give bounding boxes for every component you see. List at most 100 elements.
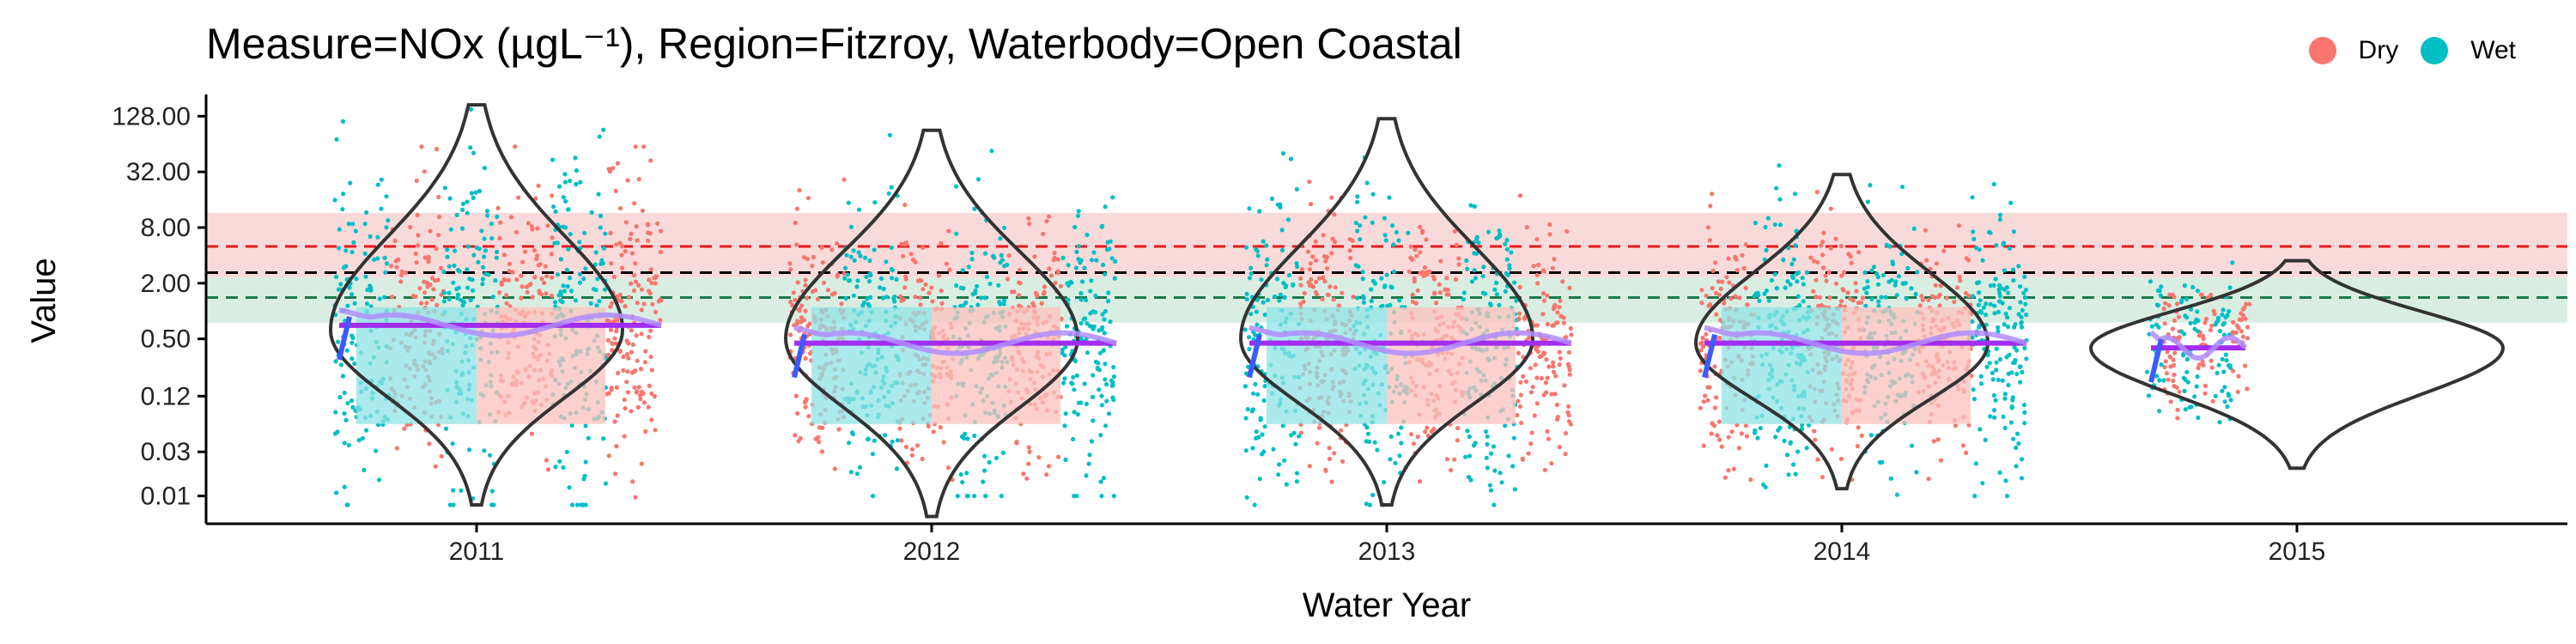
data-point (1524, 225, 1529, 230)
data-point (1026, 461, 1031, 466)
data-point (1557, 305, 1562, 310)
data-point (1893, 283, 1898, 288)
data-point (488, 453, 493, 458)
data-point (1786, 472, 1791, 477)
y-tick-label: 2.00 (141, 270, 191, 298)
data-point (623, 406, 628, 411)
data-point (2019, 319, 2024, 325)
data-point (867, 258, 872, 264)
data-point (1005, 276, 1011, 282)
data-point (2243, 363, 2248, 368)
data-point (851, 293, 857, 298)
data-point (1111, 494, 1116, 499)
data-point (2196, 415, 2201, 420)
data-point (1504, 257, 1510, 262)
data-point (1406, 230, 1411, 235)
data-point (1821, 230, 1826, 235)
data-point (2007, 246, 2012, 251)
data-point (1820, 252, 1826, 258)
data-point (1794, 271, 1799, 276)
data-point (834, 241, 840, 246)
data-point (648, 355, 653, 360)
data-point (443, 426, 449, 431)
data-point (1041, 231, 1046, 237)
data-point (1494, 292, 1499, 297)
data-point (617, 292, 623, 297)
data-point (1717, 437, 1722, 442)
data-point (437, 215, 442, 220)
data-point (640, 208, 646, 213)
data-point (2239, 311, 2244, 316)
data-point (1529, 430, 1534, 435)
data-point (593, 250, 598, 255)
data-point (1476, 240, 1481, 246)
data-point (1752, 293, 1757, 299)
data-point (613, 188, 618, 193)
data-point (989, 149, 994, 154)
data-point (646, 404, 651, 410)
data-point (1388, 457, 1393, 462)
data-point (629, 231, 634, 236)
data-point (545, 223, 550, 228)
data-point (2228, 398, 2233, 403)
data-point (1517, 193, 1523, 198)
data-point (1875, 275, 1880, 280)
data-point (1971, 229, 1976, 234)
data-point (1323, 468, 1328, 474)
data-point (1446, 292, 1451, 297)
data-point (1064, 324, 1070, 329)
data-point (1262, 313, 1267, 318)
data-point (416, 243, 421, 248)
data-point (477, 188, 483, 194)
data-point (1053, 280, 1058, 285)
data-point (1255, 322, 1260, 327)
data-point (1244, 291, 1249, 296)
data-point (1485, 434, 1490, 439)
data-point (646, 238, 651, 243)
data-point (856, 207, 862, 212)
trend-start-2014 (1702, 333, 1717, 379)
data-point (433, 278, 438, 283)
data-point (2220, 388, 2225, 393)
data-point (597, 134, 602, 139)
data-point (2008, 420, 2014, 425)
data-point (610, 341, 615, 346)
smooth-line-2013 (1249, 325, 1572, 356)
data-point (465, 285, 471, 290)
data-point (2192, 326, 2197, 331)
data-point (1984, 301, 1989, 307)
data-point (1979, 310, 1984, 315)
y-tick-label: 128.00 (112, 102, 191, 131)
data-point (1254, 309, 1259, 314)
data-point (2008, 200, 2014, 205)
data-point (632, 385, 637, 390)
data-point (1997, 356, 2002, 362)
data-point (858, 253, 863, 258)
data-point (1082, 265, 1087, 270)
data-point (1545, 428, 1550, 434)
data-point (1455, 438, 1460, 443)
data-point (1976, 302, 1981, 307)
data-point (1488, 451, 1494, 456)
data-point (2185, 380, 2190, 385)
data-point (868, 295, 873, 300)
data-point (643, 349, 648, 354)
data-point (2002, 396, 2008, 401)
data-point (1408, 244, 1413, 249)
data-point (1329, 251, 1334, 256)
data-point (1814, 295, 1819, 300)
data-point (2011, 229, 2016, 234)
data-point (2172, 384, 2177, 389)
data-point (1545, 293, 1550, 298)
data-point (1425, 425, 1430, 430)
data-point (345, 303, 350, 308)
data-point (1355, 295, 1360, 301)
data-point (1516, 316, 1522, 321)
data-point (799, 303, 805, 308)
data-point (1718, 286, 1723, 291)
data-point (1244, 495, 1249, 501)
data-point (612, 336, 617, 341)
data-point (364, 301, 370, 307)
data-point (996, 283, 1001, 288)
data-point (564, 267, 570, 273)
